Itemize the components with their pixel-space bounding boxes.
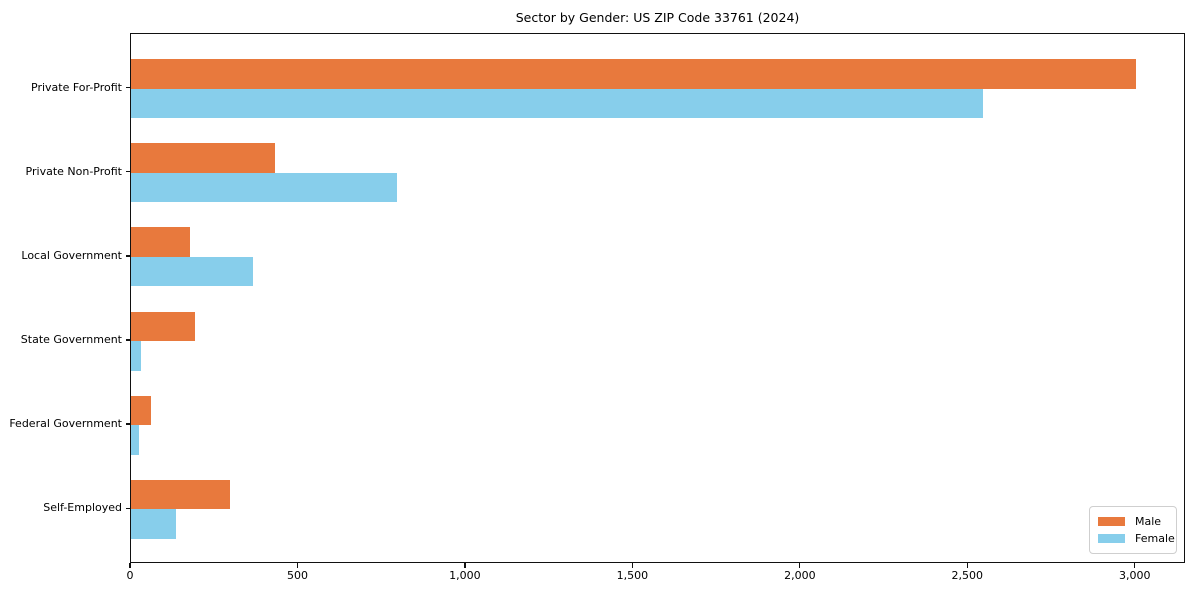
y-axis-tick bbox=[125, 339, 130, 341]
y-axis-tick bbox=[125, 255, 130, 257]
x-axis-tick-label: 0 bbox=[126, 569, 134, 582]
y-axis-tick bbox=[125, 507, 130, 509]
x-axis-tick bbox=[966, 563, 968, 568]
x-axis-tick-label: 3,000 bbox=[1119, 569, 1151, 582]
x-axis-tick-label: 1,000 bbox=[449, 569, 481, 582]
bar-male-3 bbox=[131, 227, 190, 257]
y-axis-tick bbox=[125, 171, 130, 173]
y-axis-tick bbox=[125, 423, 130, 425]
legend-label-female: Female bbox=[1135, 532, 1175, 545]
plot-area: Male Female bbox=[130, 33, 1185, 563]
y-axis-label: Private Non-Profit bbox=[25, 164, 122, 178]
x-axis-tick-label: 500 bbox=[286, 569, 308, 582]
y-axis-label: Private For-Profit bbox=[31, 80, 122, 94]
x-axis-tick bbox=[464, 563, 466, 568]
bar-female-2 bbox=[131, 172, 398, 203]
bar-female-4 bbox=[131, 341, 142, 371]
legend: Male Female bbox=[1089, 506, 1177, 554]
y-axis-tick bbox=[125, 87, 130, 89]
x-axis-tick-label: 2,000 bbox=[784, 569, 816, 582]
y-axis-label: State Government bbox=[20, 333, 122, 346]
male-legend-swatch bbox=[1098, 517, 1125, 526]
x-axis-tick bbox=[296, 563, 299, 568]
legend-item-male: Male bbox=[1098, 513, 1168, 530]
bar-female-6 bbox=[131, 509, 177, 539]
bar-male-1 bbox=[131, 59, 1136, 89]
x-axis-tick bbox=[799, 563, 801, 568]
bar-male-4 bbox=[131, 311, 195, 341]
legend-label-male: Male bbox=[1135, 515, 1162, 528]
x-axis-tick-label: 1,500 bbox=[616, 569, 649, 582]
y-axis-label: Self-Employed bbox=[43, 501, 122, 515]
x-axis-tick bbox=[1134, 563, 1136, 568]
bar-female-1 bbox=[131, 88, 984, 119]
x-axis-tick bbox=[631, 563, 634, 568]
y-axis-label: Local Government bbox=[21, 248, 122, 262]
chart-title: Sector by Gender: US ZIP Code 33761 (202… bbox=[515, 10, 800, 25]
legend-item-female: Female bbox=[1098, 530, 1175, 547]
female-legend-swatch bbox=[1098, 534, 1125, 543]
bar-male-2 bbox=[131, 143, 276, 173]
bar-female-3 bbox=[131, 256, 254, 287]
bar-male-6 bbox=[131, 479, 230, 510]
bar-female-5 bbox=[131, 425, 140, 455]
y-axis-label: Federal Government bbox=[9, 417, 122, 431]
x-axis-tick bbox=[129, 563, 131, 568]
x-axis-tick-label: 2,500 bbox=[951, 569, 984, 582]
bar-male-5 bbox=[131, 395, 152, 426]
